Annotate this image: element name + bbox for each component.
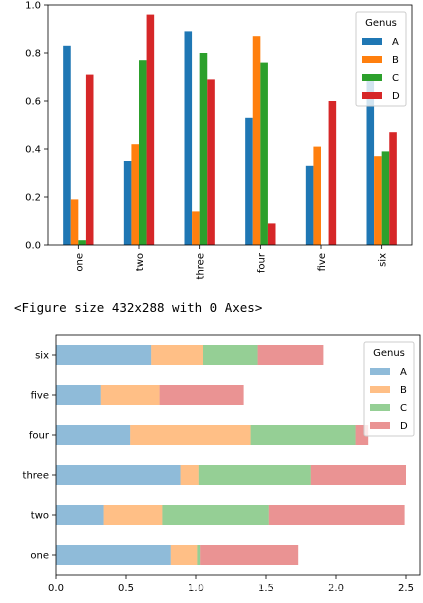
- bar-five-B: [313, 146, 321, 245]
- hbar-one-D: [200, 545, 299, 565]
- y-tick-label: 1.0: [25, 1, 41, 12]
- bar-one-C: [78, 240, 86, 245]
- x-tick-label: one: [74, 253, 85, 272]
- horizontal-stacked-bar-chart: 0.0 0.5 1.0 1.5 2.0 2.5 one two three four five six…: [23, 334, 421, 594]
- bar-three-B: [192, 211, 200, 245]
- bar-two-B: [131, 144, 139, 245]
- legend-title: Genus: [373, 348, 405, 359]
- hbar-three-B: [180, 465, 199, 485]
- bar-one-D: [85, 74, 94, 245]
- x-tick-label: six: [378, 253, 389, 267]
- hbar-six-C: [203, 345, 258, 365]
- vertical-bar-chart: 0.0 0.2 0.4 0.6 0.8 1.0 one two three four five six…: [25, 1, 413, 279]
- bar-two-C: [139, 60, 147, 246]
- legend-label-B: B: [400, 385, 407, 396]
- bar-one-A: [63, 45, 71, 245]
- plot-frame: [47, 4, 413, 246]
- legend-label-B: B: [392, 55, 399, 66]
- y-tick-label: 0.8: [25, 49, 41, 60]
- hbar-six-A: [56, 345, 152, 365]
- legend-swatch-C: [362, 74, 382, 81]
- hbar-two-A: [56, 505, 104, 525]
- bar-four-B: [252, 36, 261, 246]
- bar-two-A: [123, 161, 132, 245]
- hbar-six-B: [151, 345, 203, 365]
- legend-swatch-B: [370, 386, 390, 393]
- x-tick-label: five: [317, 253, 328, 271]
- x-tick-label: 2.5: [398, 583, 414, 594]
- watermark-text: https://blog.csdn.net/SUPEEEEE: [190, 580, 365, 593]
- legend-swatch-C: [370, 404, 390, 411]
- bar-four-C: [260, 62, 268, 245]
- legend-swatch-A: [362, 38, 382, 45]
- legend-title: Genus: [365, 18, 397, 29]
- legend-label-D: D: [392, 91, 400, 102]
- y-tick-label: four: [29, 431, 50, 442]
- bar-three-A: [184, 31, 193, 246]
- legend-swatch-A: [370, 368, 390, 375]
- legend-label-A: A: [392, 37, 399, 48]
- hbar-four-C: [250, 425, 356, 445]
- hbar-four-B: [130, 425, 251, 445]
- hbar-one-B: [170, 545, 198, 565]
- x-tick-label: 0.0: [48, 583, 64, 594]
- x-tick-label: three: [196, 253, 207, 279]
- plot-frame: [55, 334, 421, 576]
- legend-label-D: D: [400, 421, 408, 432]
- hbar-five-A: [56, 385, 101, 405]
- y-tick-label: six: [35, 351, 49, 362]
- hbar-three-D: [310, 465, 406, 485]
- y-tick-label: 0.0: [25, 241, 41, 252]
- bar-six-B: [374, 156, 382, 245]
- x-tick-label: four: [256, 252, 267, 273]
- hbar-five-D: [159, 385, 244, 405]
- legend-swatch-D: [370, 422, 390, 429]
- y-tick-label: three: [23, 471, 49, 482]
- bar-six-C: [381, 151, 390, 245]
- hbar-two-B: [103, 505, 163, 525]
- y-tick-label: 0.6: [25, 97, 41, 108]
- x-tick-label: two: [135, 253, 146, 271]
- hbar-five-B: [100, 385, 160, 405]
- legend-swatch-D: [362, 92, 382, 99]
- legend-label-C: C: [392, 73, 399, 84]
- y-tick-label: one: [30, 551, 49, 562]
- hbar-two-D: [268, 505, 405, 525]
- bar-three-C: [199, 53, 208, 245]
- hbar-six-D: [257, 345, 324, 365]
- y-tick-label: 0.4: [25, 145, 41, 156]
- x-tick-label: 1.0: [188, 583, 204, 594]
- bar-one-B: [70, 199, 79, 245]
- bar-two-D: [146, 14, 155, 245]
- hbar-two-C: [162, 505, 269, 525]
- x-tick-label: 2.0: [328, 583, 344, 594]
- bar-four-D: [267, 223, 276, 245]
- hbar-four-A: [56, 425, 131, 445]
- hbar-three-C: [198, 465, 311, 485]
- legend-label-A: A: [400, 367, 407, 378]
- figure-output-text: <Figure size 432x288 with 0 Axes>: [14, 300, 263, 315]
- y-tick-label: 0.2: [25, 193, 41, 204]
- bar-five-D: [328, 101, 337, 245]
- legend-label-C: C: [400, 403, 407, 414]
- bar-five-A: [305, 165, 314, 245]
- bar-four-A: [245, 117, 253, 245]
- y-tick-label: two: [31, 511, 49, 522]
- hbar-one-A: [56, 545, 171, 565]
- hbar-one-C: [197, 545, 201, 565]
- x-tick-label: 1.5: [258, 583, 274, 594]
- x-tick-label: 0.5: [118, 583, 134, 594]
- bar-six-D: [389, 132, 397, 245]
- legend-swatch-B: [362, 56, 382, 63]
- bar-three-D: [207, 79, 215, 246]
- hbar-three-A: [56, 465, 181, 485]
- y-tick-label: five: [31, 391, 49, 402]
- bar-six-A: [366, 79, 375, 246]
